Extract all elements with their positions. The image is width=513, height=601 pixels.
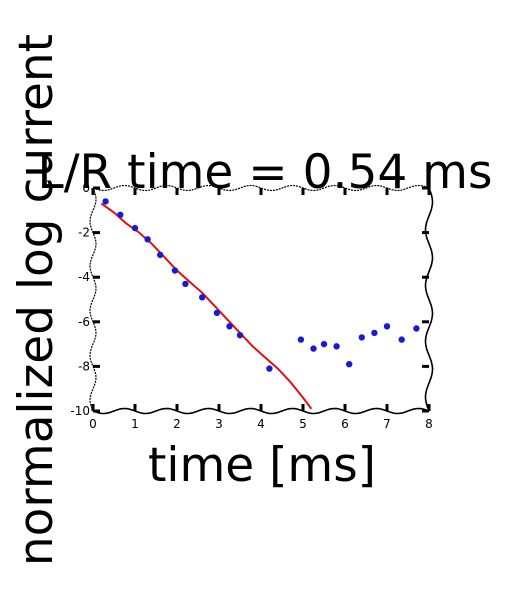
fit-curve [100, 202, 313, 410]
y-tick-label: -6 [78, 315, 90, 329]
data-point [236, 332, 244, 339]
plot-frame [89, 184, 434, 415]
x-tick-label: 1 [131, 417, 139, 431]
x-tick-label: 4 [257, 417, 265, 431]
data-point [213, 309, 221, 317]
y-tick-label: -2 [78, 226, 90, 240]
data-point [320, 340, 328, 348]
data-point [383, 323, 391, 330]
axis-ticks: 0 1 2 3 4 5 6 7 8 0 -2 -4 -6 -8 -10 [70, 181, 432, 431]
x-tick-label: 0 [89, 417, 97, 431]
data-points [102, 198, 420, 372]
data-point [358, 334, 365, 341]
data-point [199, 294, 206, 301]
data-point [333, 343, 340, 350]
x-tick-label: 5 [299, 417, 307, 431]
y-tick-label: -8 [78, 359, 90, 373]
data-point [144, 236, 151, 243]
frame-left [89, 187, 97, 412]
x-tick-label: 8 [425, 417, 433, 431]
x-tick-label: 2 [173, 417, 181, 431]
data-point [182, 280, 189, 288]
y-tick-label: 0 [82, 181, 90, 195]
frame-right [424, 187, 434, 412]
data-point [226, 323, 233, 330]
chart-title: L/R time = 0.54 ms [38, 145, 493, 200]
data-point [117, 211, 124, 218]
x-tick-label: 6 [341, 417, 349, 431]
data-point [297, 336, 305, 343]
fit-line [100, 202, 313, 410]
data-point [157, 251, 164, 259]
data-point [102, 198, 109, 205]
x-tick-label: 7 [383, 417, 391, 431]
y-axis-label: normalized log current [9, 34, 64, 566]
data-point [398, 336, 405, 343]
data-point [310, 345, 317, 352]
data-point [131, 224, 139, 232]
data-point [171, 267, 179, 274]
data-point [346, 361, 353, 368]
frame-top [92, 184, 430, 192]
data-point [371, 329, 378, 337]
y-tick-label: -4 [78, 270, 90, 284]
data-point [266, 365, 273, 372]
x-axis-label: time [ms] [148, 438, 376, 493]
x-tick-label: 3 [215, 417, 223, 431]
y-tick-label: -10 [70, 404, 90, 418]
data-point [413, 325, 420, 332]
